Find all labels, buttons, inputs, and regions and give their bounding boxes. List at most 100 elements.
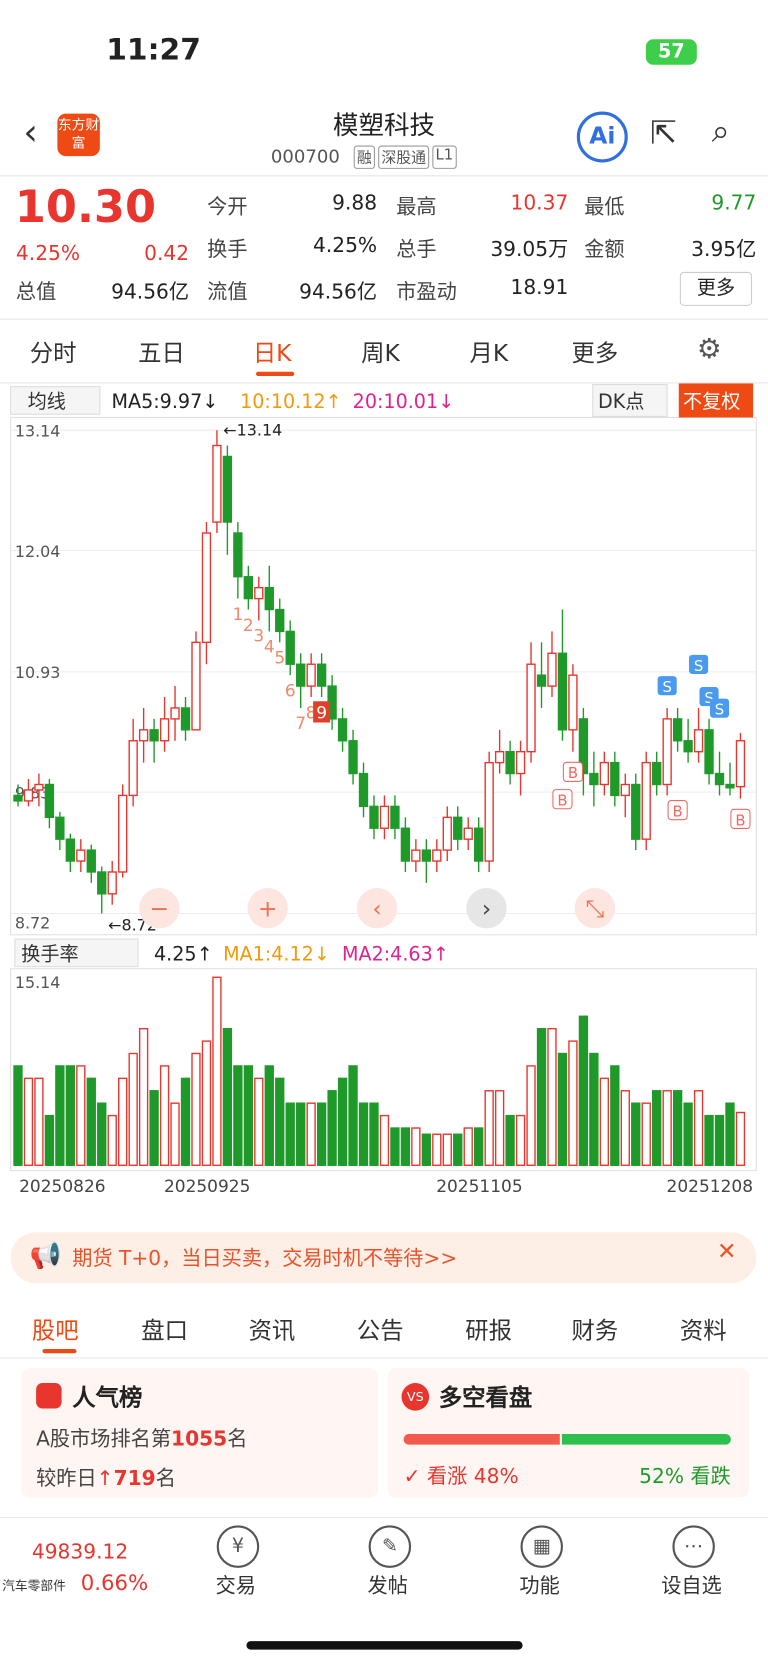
candle-body (285, 630, 295, 665)
candle-body (704, 729, 714, 775)
volume-bar (704, 1114, 714, 1166)
date-label: 20250925 (164, 1177, 250, 1197)
candle-body (128, 740, 138, 797)
text: A股市场排名第 (36, 1427, 172, 1452)
period-tab[interactable]: 分时 (29, 340, 77, 368)
candle-body (107, 871, 117, 895)
volume-bar (107, 1114, 117, 1166)
candle-body (474, 827, 484, 862)
banner-text[interactable]: 期货 T+0，当日买卖，交易时机不等待>> (72, 1247, 458, 1271)
candle-body (432, 849, 442, 862)
candle-body (76, 849, 86, 862)
nav-icon: › (482, 895, 491, 923)
volume-bar (421, 1133, 432, 1166)
button-icon[interactable]: ⋯ (672, 1525, 715, 1568)
sector: 汽车零部件 (2, 1578, 66, 1594)
bottom-button[interactable]: 发帖 (367, 1574, 408, 1598)
info-tab[interactable]: 财务 (571, 1318, 619, 1345)
info-tab[interactable]: 资料 (679, 1318, 727, 1345)
period-tab[interactable]: 周K (361, 340, 400, 368)
field-value: 9.88 (332, 191, 378, 215)
stock-name: 模塑科技 (333, 110, 435, 141)
candle-body (212, 444, 222, 523)
more-button[interactable]: 更多 (679, 271, 753, 306)
volume-bar (725, 1102, 735, 1166)
info-tab[interactable]: 公告 (356, 1318, 404, 1345)
candle-body (348, 740, 358, 775)
candle-body (453, 816, 463, 840)
period-tab[interactable]: 更多 (571, 340, 619, 368)
share-button[interactable]: ⇱ (650, 114, 677, 152)
button-icon[interactable]: ¥ (216, 1525, 260, 1568)
bottom-button[interactable]: 功能 (519, 1574, 560, 1598)
nav-icon: ⤡ (586, 895, 605, 923)
candle-body (672, 718, 683, 742)
bottom-button[interactable]: 交易 (215, 1574, 256, 1598)
volume-bar (379, 1114, 390, 1166)
tag: 融 (353, 145, 375, 169)
pct: 4.25% (15, 242, 81, 266)
sell-marker (657, 676, 677, 696)
info-tab[interactable]: 研报 (465, 1318, 513, 1345)
period-tab[interactable]: 五日 (138, 340, 185, 368)
up-label: ✓ 看涨 48% (403, 1464, 519, 1489)
seq-box (313, 701, 331, 723)
buy-marker (667, 800, 688, 821)
buy-label: B (557, 792, 567, 810)
buy-marker (730, 808, 751, 829)
sentiment-card[interactable] (387, 1368, 749, 1498)
nav-icon: − (150, 895, 170, 923)
candle-body (693, 729, 704, 753)
arrow: ↑ (96, 1466, 114, 1491)
info-tab[interactable]: 盘口 (141, 1318, 189, 1345)
vs-icon: VS (401, 1383, 430, 1411)
tab-underline (255, 371, 295, 377)
ai-button[interactable]: Ai (576, 111, 628, 163)
period-tab[interactable]: 月K (469, 340, 509, 368)
rank-change: 719 (113, 1466, 156, 1491)
volume-bar (23, 1077, 34, 1166)
candle-body (631, 783, 641, 840)
info-tab[interactable]: 资讯 (248, 1318, 296, 1345)
candle-body (369, 805, 379, 829)
nav-button (139, 888, 180, 929)
bottom-button[interactable]: 设自选 (661, 1574, 722, 1598)
search-button[interactable]: ⌕ (711, 112, 730, 150)
volume-bar (411, 1127, 421, 1166)
candle-body (390, 805, 400, 829)
vol-select (14, 938, 139, 968)
banner[interactable] (10, 1232, 757, 1284)
volume-bar (474, 1127, 484, 1166)
candle-body (400, 827, 411, 862)
candle-body (254, 586, 264, 600)
candle-body (652, 761, 662, 786)
volume-bar (693, 1090, 704, 1166)
back[interactable]: ‹ (23, 111, 38, 155)
volume-bar (55, 1065, 65, 1166)
info-tab[interactable]: 股吧 (31, 1318, 79, 1345)
field-value: 10.37 (510, 191, 569, 215)
candle-body (86, 849, 96, 873)
popularity-card[interactable] (21, 1368, 379, 1498)
candle-body (683, 740, 693, 753)
legend-item: 均线 (28, 390, 66, 413)
volume-bar (578, 1015, 589, 1166)
field-value: 3.95亿 (691, 237, 757, 262)
volume-bar (306, 1102, 316, 1166)
buy-label: B (735, 811, 745, 829)
dk-button (592, 383, 668, 417)
index-value: 49839.12 (31, 1540, 129, 1564)
button-icon[interactable]: ✎ (368, 1525, 412, 1568)
period-tab[interactable]: 日K (252, 340, 292, 368)
home-indicator (246, 1641, 523, 1650)
seq-label: 9 (316, 703, 327, 723)
button-icon[interactable]: ▦ (520, 1525, 563, 1568)
settings[interactable]: ⚙ (696, 333, 722, 366)
y-tick-label: 10.93 (15, 663, 61, 682)
volume-bar (138, 1027, 149, 1166)
volume-bar (180, 1077, 191, 1166)
volume-bar (400, 1127, 411, 1166)
banner-close[interactable]: ✕ (717, 1238, 737, 1266)
candle-body (118, 794, 128, 873)
